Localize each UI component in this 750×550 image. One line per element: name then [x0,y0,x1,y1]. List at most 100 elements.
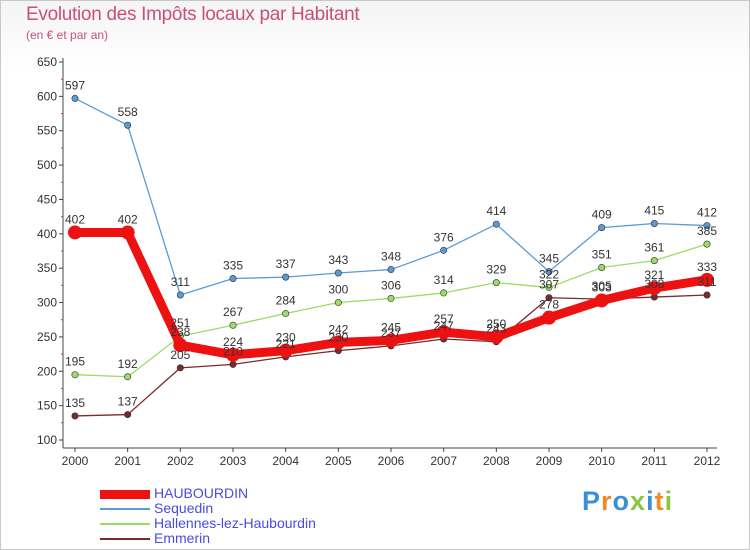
data-point [278,343,293,358]
data-label: 402 [118,212,138,226]
data-label: 311 [171,275,190,289]
x-tick-label: 2002 [167,454,194,468]
y-tick-label: 250 [37,330,57,344]
legend-swatch [100,538,150,540]
data-point [282,310,290,318]
data-point [440,246,448,254]
data-point [545,294,553,302]
data-label: 409 [592,208,612,222]
x-tick-label: 2008 [483,454,510,468]
y-tick-label: 450 [37,192,57,206]
y-tick-label: 550 [37,124,57,138]
y-tick-label: 200 [37,364,57,378]
data-label: 230 [276,331,296,345]
data-point [387,266,395,274]
y-tick-label: 500 [37,158,57,172]
legend-label: HAUBOURDIN [154,485,249,501]
data-point [650,257,658,265]
data-point [492,279,500,287]
data-label: 376 [434,230,454,244]
data-point [71,412,79,420]
data-point [229,360,237,368]
data-label: 305 [592,279,612,293]
data-point [229,274,237,282]
chart-subtitle: (en € et par an) [26,28,109,42]
data-label: 308 [644,277,664,291]
data-label: 243 [486,322,506,336]
x-tick-label: 2006 [378,454,405,468]
data-label: 335 [223,258,243,272]
data-point [703,240,711,248]
data-point [71,94,79,102]
data-point [489,329,504,344]
data-point [334,269,342,277]
legend-swatch [100,523,150,525]
data-point [650,220,658,228]
data-label: 597 [65,78,85,92]
x-tick-label: 2004 [272,454,299,468]
data-label: 224 [223,335,243,349]
data-label: 348 [381,250,401,264]
data-label: 414 [486,204,506,218]
data-label: 230 [328,331,348,345]
data-point [384,333,398,348]
proxiti-logo: Proxiti [582,486,674,516]
data-label: 337 [276,257,296,271]
data-label: 257 [434,312,454,326]
data-label: 314 [434,273,454,287]
legend-swatch [100,489,150,499]
data-point [545,268,553,276]
y-tick-label: 150 [37,399,57,413]
legend-swatch [100,508,150,510]
data-label: 300 [328,283,348,297]
data-label: 412 [697,206,717,220]
data-label: 192 [118,357,138,371]
x-tick-label: 2003 [220,454,247,468]
data-label: 205 [170,348,190,362]
data-point [226,347,240,362]
chart-title: Evolution des Impôts locaux par Habitant [26,4,360,25]
data-point [173,338,188,353]
data-point [71,371,79,379]
data-label: 558 [118,105,138,119]
data-label: 385 [697,224,717,238]
data-point [700,272,714,287]
data-point [440,289,448,297]
data-point [598,263,606,271]
data-label: 195 [65,355,85,369]
data-label: 361 [644,241,664,255]
data-label: 345 [539,252,559,266]
data-point [334,299,342,307]
data-label: 245 [381,320,401,334]
data-label: 237 [381,326,401,340]
y-tick-label: 350 [37,261,57,275]
data-point [598,224,606,232]
data-label: 321 [644,268,664,282]
data-point [176,364,184,372]
legend-label: Emmerin [154,530,211,546]
data-label: 307 [539,278,559,292]
data-label: 351 [592,247,612,261]
x-tick-label: 2005 [325,454,352,468]
data-point [124,121,132,129]
legend-label: Sequedin [154,500,214,516]
data-label: 415 [644,204,664,218]
data-point [68,225,82,240]
data-label: 306 [381,278,401,292]
data-point [492,220,500,228]
x-tick-label: 2001 [114,454,141,468]
data-label: 210 [223,344,243,358]
data-label: 221 [276,337,296,351]
data-point [176,291,184,299]
data-point [120,225,135,240]
data-point [703,291,711,299]
x-tick-label: 2009 [536,454,563,468]
data-point [331,335,346,350]
data-point [594,293,609,308]
data-label: 135 [65,396,85,410]
y-tick-label: 600 [37,89,57,103]
data-point [647,281,662,296]
data-label: 137 [118,395,138,409]
